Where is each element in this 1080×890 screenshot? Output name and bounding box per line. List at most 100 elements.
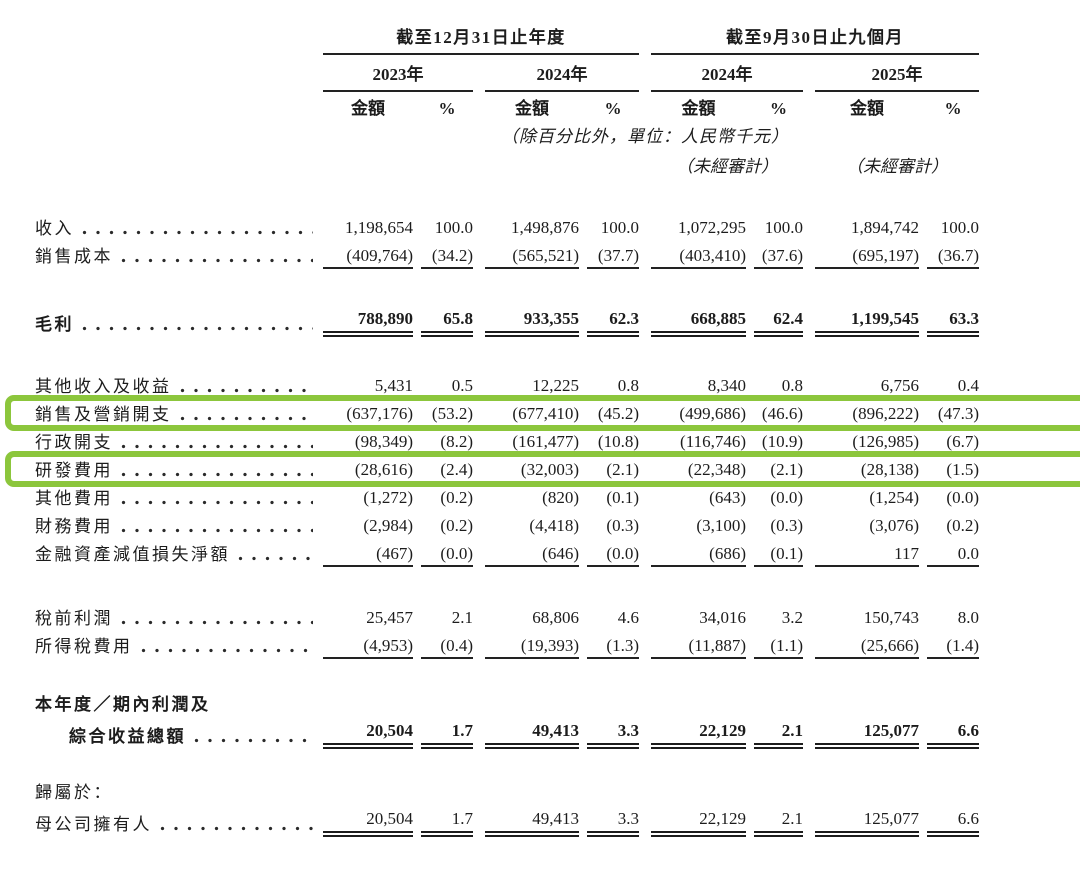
percent-cell: (0.3) xyxy=(770,516,803,535)
amount-cell: (467) xyxy=(323,543,413,567)
percent-column-header: % xyxy=(770,99,787,118)
amount-cell: (695,197) xyxy=(815,245,919,269)
row-label: 收入 xyxy=(35,219,74,238)
row-label: 銷售成本 xyxy=(35,247,113,266)
table-row-cost-of-sales: 銷售成本 (409,764) (34.2) (565,521) (37.7) (… xyxy=(35,241,1080,269)
percent-cell: 100.0 xyxy=(600,218,639,237)
percent-cell: (8.2) xyxy=(440,432,473,451)
amount-cell: (643) xyxy=(709,488,746,507)
amount-cell: 20,504 xyxy=(323,808,413,837)
unit-note: （除百分比外，單位：人民幣千元） xyxy=(501,127,789,146)
row-label: 母公司擁有人 xyxy=(35,815,152,834)
amount-cell: (409,764) xyxy=(323,245,413,269)
amount-cell: (161,477) xyxy=(512,432,579,451)
percent-cell: (1.1) xyxy=(754,635,803,659)
table-row-impairment-losses: 金融資產減值損失淨額 (467) (0.0) (646) (0.0) (686)… xyxy=(35,539,1080,567)
dot-leader xyxy=(121,472,313,477)
amount-cell: (3,076) xyxy=(869,516,919,535)
amount-cell: 68,806 xyxy=(532,608,579,627)
amount-column-header: 金額 xyxy=(351,99,385,118)
percent-cell: (0.0) xyxy=(587,543,639,567)
percent-cell: (0.1) xyxy=(606,488,639,507)
percent-column-header: % xyxy=(438,99,456,118)
amount-cell: (116,746) xyxy=(680,432,746,451)
percent-cell: 63.3 xyxy=(927,308,979,337)
amount-cell: 34,016 xyxy=(699,608,746,627)
amount-cell: (25,666) xyxy=(815,635,919,659)
amount-cell: 788,890 xyxy=(323,308,413,337)
year-column-2024: 2024年 xyxy=(485,64,639,92)
table-row-profit-before-tax: 稅前利潤 25,457 2.1 68,806 4.6 34,016 3.2 15… xyxy=(35,603,1080,631)
dot-leader xyxy=(121,444,313,449)
amount-cell: (126,985) xyxy=(852,432,919,451)
percent-cell: (2.1) xyxy=(606,460,639,479)
amount-cell: 22,129 xyxy=(651,808,746,837)
amount-column-header: 金額 xyxy=(681,99,716,118)
row-label: 其他收入及收益 xyxy=(35,377,172,396)
percent-cell: (10.9) xyxy=(761,432,803,451)
percent-cell: (0.2) xyxy=(946,516,979,535)
table-row-other-income: 其他收入及收益 5,431 0.5 12,225 0.8 8,340 0.8 6… xyxy=(35,371,1080,399)
amount-cell: 49,413 xyxy=(485,720,579,749)
percent-cell: 100.0 xyxy=(434,218,473,237)
percent-cell: (2.4) xyxy=(440,460,473,479)
table-row-rd-expenses: 研發費用 (28,616) (2.4) (32,003) (2.1) (22,3… xyxy=(5,451,1080,487)
amount-cell: 1,198,654 xyxy=(345,218,413,237)
percent-cell: 62.3 xyxy=(587,308,639,337)
percent-cell: 6.6 xyxy=(927,720,979,749)
table-row-administrative-expenses: 行政開支 (98,349) (8.2) (161,477) (10.8) (11… xyxy=(35,427,1080,455)
table-row-selling-marketing-expenses: 銷售及營銷開支 (637,176) (53.2) (677,410) (45.2… xyxy=(5,395,1080,431)
amount-cell: (637,176) xyxy=(346,404,413,423)
dot-leader xyxy=(121,528,313,533)
amount-cell: 125,077 xyxy=(815,720,919,749)
amount-cell: (677,410) xyxy=(512,404,579,423)
percent-cell: (2.1) xyxy=(770,460,803,479)
amount-cell: 5,431 xyxy=(374,376,413,395)
row-label: 歸屬於： xyxy=(35,783,113,802)
percent-column-header: % xyxy=(604,99,622,118)
year-column-2024-9m: 2024年 xyxy=(651,64,803,92)
dot-leader xyxy=(82,326,313,331)
amount-column-header: 金額 xyxy=(850,99,884,118)
period-group-header-row: 截至12月31日止年度 截至9月30日止九個月 xyxy=(35,28,1080,55)
percent-cell: (45.2) xyxy=(597,404,639,423)
dot-leader xyxy=(160,826,313,831)
amount-cell: (3,100) xyxy=(696,516,746,535)
table-row-gross-profit: 毛利 788,890 65.8 933,355 62.3 668,885 62.… xyxy=(35,305,1080,337)
percent-cell: (53.2) xyxy=(431,404,473,423)
row-label: 毛利 xyxy=(35,315,74,334)
amount-cell: 125,077 xyxy=(815,808,919,837)
amount-cell: (2,984) xyxy=(363,516,413,535)
percent-cell: 100.0 xyxy=(764,218,803,237)
period-group-nine-months: 截至9月30日止九個月 xyxy=(651,27,979,55)
row-label: 其他費用 xyxy=(35,489,113,508)
percent-cell: (37.7) xyxy=(587,245,639,269)
percent-cell: 2.1 xyxy=(754,808,803,837)
table-row-attributable-to-label: 歸屬於： xyxy=(35,777,1080,805)
percent-cell: (0.4) xyxy=(421,635,473,659)
column-header-row: 金額 % 金額 % 金額 % 金額 % xyxy=(35,92,1080,122)
amount-cell: (403,410) xyxy=(651,245,746,269)
dot-leader xyxy=(179,388,313,393)
amount-cell: (22,348) xyxy=(687,460,746,479)
dot-leader xyxy=(121,500,313,505)
amount-cell: (11,887) xyxy=(651,635,746,659)
percent-cell: 62.4 xyxy=(754,308,803,337)
amount-cell: (565,521) xyxy=(485,245,579,269)
row-label: 研發費用 xyxy=(35,461,113,480)
amount-cell: 1,199,545 xyxy=(815,308,919,337)
amount-cell: 25,457 xyxy=(366,608,413,627)
table-row-revenue: 收入 1,198,654 100.0 1,498,876 100.0 1,072… xyxy=(35,213,1080,241)
percent-cell: 3.3 xyxy=(587,808,639,837)
amount-cell: (896,222) xyxy=(852,404,919,423)
amount-cell: 20,504 xyxy=(323,720,413,749)
amount-cell: (686) xyxy=(651,543,746,567)
year-header-row: 2023年 2024年 2024年 2025年 xyxy=(35,55,1080,92)
percent-cell: 1.7 xyxy=(421,808,473,837)
percent-column-header: % xyxy=(944,99,962,118)
table-row-profit-and-comprehensive-income: 綜合收益總額 20,504 1.7 49,413 3.3 22,129 2.1 … xyxy=(35,717,1080,749)
percent-cell: (0.0) xyxy=(421,543,473,567)
percent-cell: 65.8 xyxy=(421,308,473,337)
percent-cell: 100.0 xyxy=(940,218,979,237)
percent-cell: (37.6) xyxy=(754,245,803,269)
